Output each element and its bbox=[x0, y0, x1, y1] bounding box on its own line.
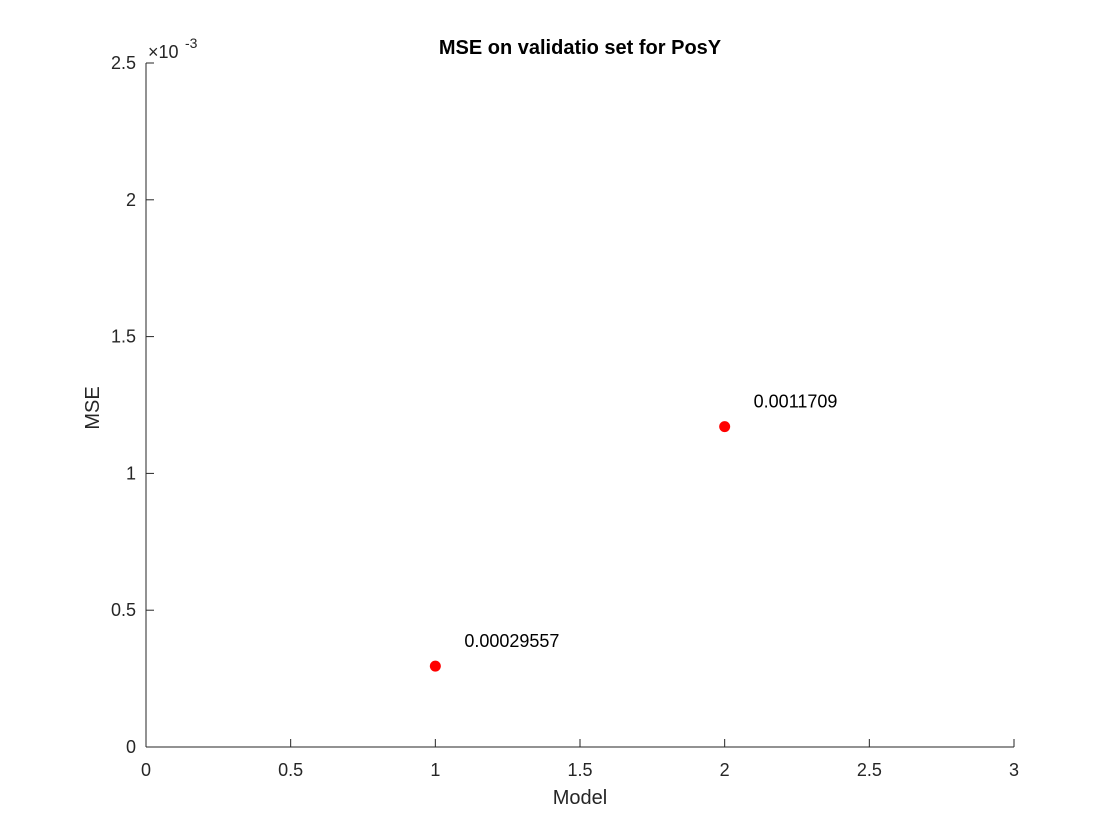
axes: 0 0.5 1 1.5 2 2.5 3 0 0.5 1 1.5 2 2.5 bbox=[111, 53, 1019, 780]
x-tick-label: 1 bbox=[430, 760, 440, 780]
x-tick-label: 1.5 bbox=[567, 760, 592, 780]
data-label: 0.0011709 bbox=[754, 392, 838, 412]
y-tick-label: 0 bbox=[126, 737, 136, 757]
x-tick-label: 0 bbox=[141, 760, 151, 780]
x-tick-label: 0.5 bbox=[278, 760, 303, 780]
data-point bbox=[429, 660, 441, 672]
y-axis-label: MSE bbox=[82, 386, 104, 429]
data-label: 0.00029557 bbox=[464, 631, 559, 651]
y-exponent-base: ×10 bbox=[148, 42, 179, 62]
x-tick-label: 2.5 bbox=[857, 760, 882, 780]
data-point bbox=[719, 421, 731, 433]
y-tick-label: 2 bbox=[126, 190, 136, 210]
chart-title: MSE on validatio set for PosY bbox=[439, 37, 722, 59]
y-tick-label: 2.5 bbox=[111, 53, 136, 73]
y-tick-label: 1.5 bbox=[111, 327, 136, 347]
y-exponent-power: -3 bbox=[185, 35, 198, 51]
x-tick-label: 2 bbox=[720, 760, 730, 780]
x-tick-label: 3 bbox=[1009, 760, 1019, 780]
x-axis-label: Model bbox=[553, 787, 607, 809]
y-tick-label: 1 bbox=[126, 463, 136, 483]
y-tick-label: 0.5 bbox=[111, 600, 136, 620]
y-exponent: ×10 -3 bbox=[148, 35, 198, 62]
data-marks: 0.00029557 0.0011709 bbox=[429, 392, 838, 672]
